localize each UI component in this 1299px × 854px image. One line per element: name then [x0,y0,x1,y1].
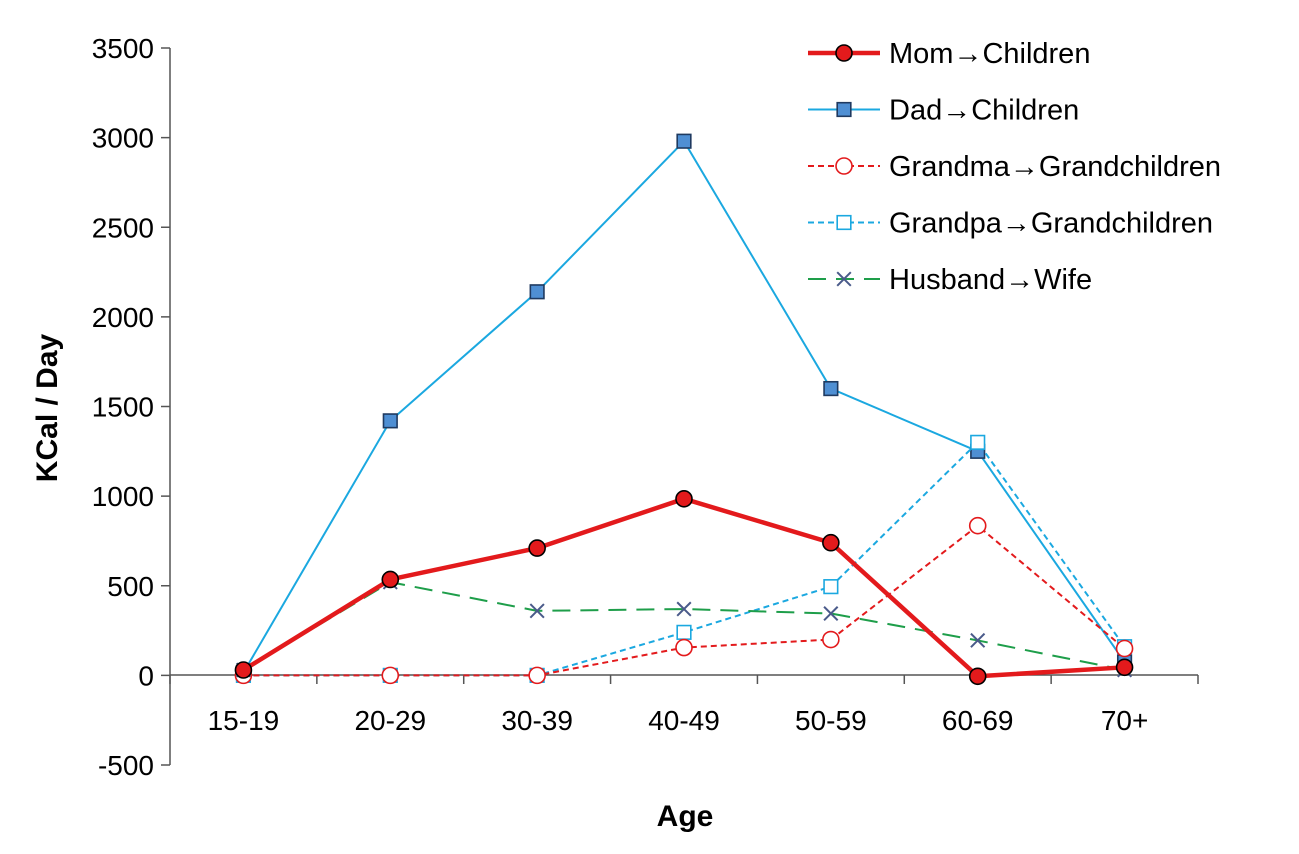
data-point [676,601,692,617]
legend: Mom→Children Dad→Children Grandma→Grandchi… [808,38,1221,296]
x-tick-label: 40-49 [648,705,720,736]
x-tick-label: 15-19 [208,705,280,736]
x-tick-label: 60-69 [942,705,1014,736]
legend-swatch-marker [835,44,853,62]
data-point [381,570,400,589]
legend-label: Mom→Children [889,38,1090,70]
data-point [676,133,692,149]
legend-item: Dad→Children [808,95,1079,127]
data-point [970,632,986,648]
legend-label: Husband→Wife [889,264,1092,296]
series-grandma-grandchildren [234,516,1134,685]
legend-label: Dad→Children [889,95,1079,127]
legend-swatch-marker [836,271,852,287]
data-point [675,490,693,508]
legend-item: Grandma→Grandchildren [808,151,1221,183]
legend-item: Grandpa→Grandchildren [808,208,1213,240]
data-point [528,539,546,557]
data-point [529,603,545,619]
y-axis-title: KCal / Day [31,333,64,482]
series-mom-children [234,490,1134,686]
x-marker-stroke [529,603,545,619]
data-point [822,630,840,649]
data-point [823,380,839,397]
y-tick-label: -500 [98,750,154,781]
legend-swatch-marker [836,214,852,231]
data-point [234,661,253,679]
y-tick-label: 500 [107,571,154,602]
x-tick-label: 50-59 [795,705,867,736]
x-marker-stroke [676,601,692,617]
x-marker-stroke [823,606,839,622]
legend-swatch-marker [836,101,852,118]
series-layer [234,133,1134,686]
x-tick-label: 70+ [1101,705,1149,736]
data-point [822,533,840,552]
x-tick-label: 30-39 [501,705,573,736]
data-point [968,667,987,686]
x-marker-stroke [836,271,852,287]
y-tick-label: 0 [138,660,154,691]
data-point [970,434,986,450]
data-point [528,666,546,685]
y-tick-label: 1000 [92,481,154,512]
legend-item: Husband→Wife [808,264,1092,296]
x-axis-title: Age [657,800,714,833]
data-point [968,516,987,535]
x-marker-stroke [970,632,986,648]
y-tick-label: 1500 [92,392,154,423]
data-point [676,624,692,640]
x-tick-label: 20-29 [354,705,426,736]
y-tick-label: 3000 [92,123,154,154]
y-tick-label: 2500 [92,212,154,243]
legend-label: Grandma→Grandchildren [889,151,1221,183]
data-point [1115,639,1134,658]
data-point [381,666,400,685]
data-point [823,579,839,595]
legend-item: Mom→Children [808,38,1090,70]
y-tick-label: 3500 [92,33,154,64]
data-point [1115,658,1134,677]
legend-swatch-marker [835,157,853,175]
data-point [529,284,545,300]
legend-label: Grandpa→Grandchildren [889,208,1213,240]
data-point [675,638,693,657]
y-tick-label: 2000 [92,302,154,333]
data-point [823,606,839,622]
axes: -500 0 500 1000 1500 2000 2500 3000 3500 15-19 20-… [92,33,1199,781]
data-point [382,413,398,429]
